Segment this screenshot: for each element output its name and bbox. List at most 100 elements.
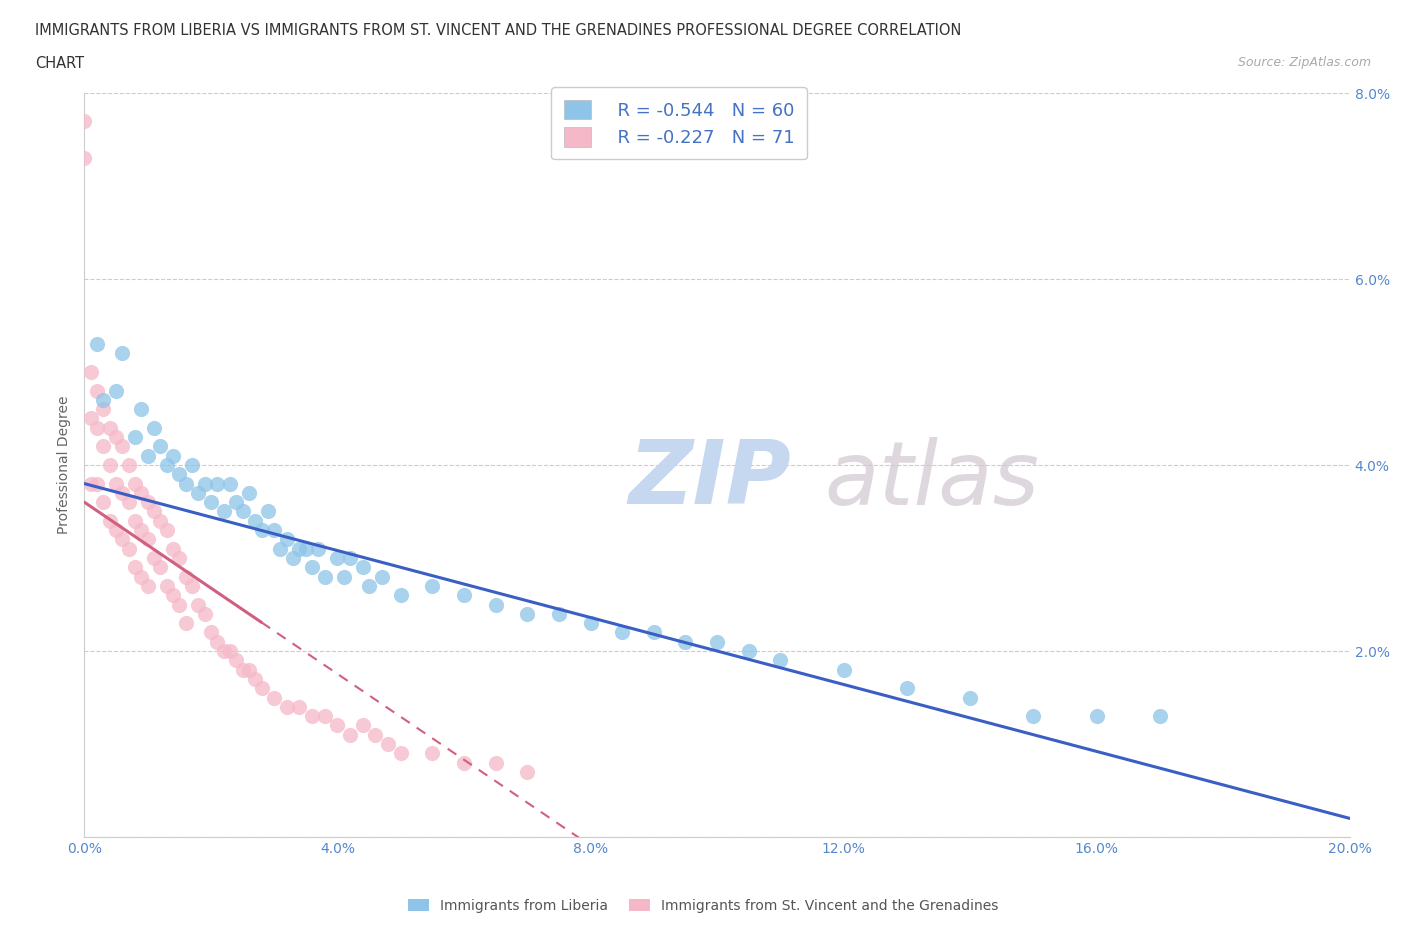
Point [225, 653, 247, 668]
Point [200, 625, 222, 640]
Point [80, 365, 103, 379]
Point [86, 476, 108, 491]
Point [288, 699, 311, 714]
Point [174, 569, 197, 584]
Y-axis label: Professional Degree: Professional Degree [58, 396, 72, 534]
Point [706, 634, 728, 649]
Point [276, 699, 298, 714]
Point [219, 476, 242, 491]
Point [959, 690, 981, 705]
Point [453, 588, 475, 603]
Point [174, 616, 197, 631]
Point [352, 718, 374, 733]
Point [149, 560, 172, 575]
Point [105, 476, 128, 491]
Point [326, 718, 349, 733]
Point [73, 151, 96, 166]
Point [207, 634, 229, 649]
Point [516, 606, 538, 621]
Point [111, 346, 134, 361]
Point [389, 746, 412, 761]
Point [143, 551, 166, 565]
Point [118, 458, 141, 472]
Point [111, 485, 134, 500]
Point [352, 560, 374, 575]
Point [281, 551, 305, 565]
Point [162, 541, 184, 556]
Point [124, 513, 146, 528]
Point [453, 755, 475, 770]
Point [675, 634, 697, 649]
Point [339, 727, 361, 742]
Point [124, 430, 146, 445]
Point [364, 727, 387, 742]
Point [86, 420, 108, 435]
Text: ZIP: ZIP [628, 436, 792, 524]
Point [149, 513, 172, 528]
Point [1022, 709, 1045, 724]
Point [231, 662, 254, 677]
Point [257, 504, 280, 519]
Point [129, 485, 153, 500]
Point [579, 616, 602, 631]
Point [333, 569, 356, 584]
Point [422, 578, 444, 593]
Point [212, 504, 235, 519]
Point [212, 644, 235, 658]
Point [263, 690, 285, 705]
Point [143, 504, 166, 519]
Point [187, 597, 209, 612]
Point [250, 681, 273, 696]
Point [98, 513, 121, 528]
Point [80, 476, 103, 491]
Point [93, 439, 115, 454]
Point [111, 532, 134, 547]
Point [98, 420, 121, 435]
Point [169, 551, 191, 565]
Point [169, 597, 191, 612]
Point [93, 392, 115, 407]
Point [238, 662, 260, 677]
Point [484, 755, 508, 770]
Point [612, 625, 634, 640]
Point [484, 597, 508, 612]
Point [314, 709, 336, 724]
Point [516, 764, 538, 779]
Point [339, 551, 361, 565]
Text: atlas: atlas [824, 437, 1039, 523]
Point [162, 448, 184, 463]
Point [155, 578, 177, 593]
Point [98, 458, 121, 472]
Legend: Immigrants from Liberia, Immigrants from St. Vincent and the Grenadines: Immigrants from Liberia, Immigrants from… [402, 894, 1004, 919]
Point [86, 337, 108, 352]
Point [643, 625, 665, 640]
Point [93, 402, 115, 417]
Point [769, 653, 792, 668]
Point [136, 578, 159, 593]
Point [73, 113, 96, 128]
Point [194, 476, 217, 491]
Point [371, 569, 394, 584]
Point [136, 532, 159, 547]
Point [389, 588, 412, 603]
Text: Source: ZipAtlas.com: Source: ZipAtlas.com [1237, 56, 1371, 69]
Point [270, 541, 292, 556]
Point [194, 606, 217, 621]
Point [86, 383, 108, 398]
Point [118, 495, 141, 510]
Point [357, 578, 380, 593]
Point [301, 709, 323, 724]
Point [422, 746, 444, 761]
Point [129, 402, 153, 417]
Point [155, 458, 177, 472]
Point [1149, 709, 1171, 724]
Point [124, 476, 146, 491]
Text: CHART: CHART [35, 56, 84, 71]
Point [105, 383, 128, 398]
Point [169, 467, 191, 482]
Point [276, 532, 298, 547]
Point [136, 495, 159, 510]
Point [245, 513, 267, 528]
Point [93, 495, 115, 510]
Point [105, 523, 128, 538]
